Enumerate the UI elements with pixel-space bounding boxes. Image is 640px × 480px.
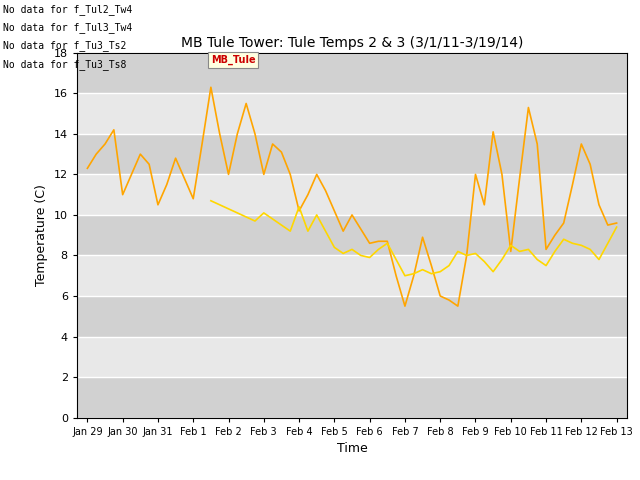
Tul2_Ts-8	[295, 204, 303, 210]
Tul2_Ts-8	[612, 224, 620, 230]
Tul2_Ts-8	[225, 206, 232, 212]
Tul2_Ts-8	[322, 228, 330, 234]
Y-axis label: Temperature (C): Temperature (C)	[35, 184, 48, 286]
Tul2_Ts-8	[366, 254, 374, 260]
Tul2_Ts-8	[304, 228, 312, 234]
Tul2_Ts-8	[357, 252, 365, 258]
Tul2_Ts-8	[401, 273, 409, 278]
Tul2_Ts-2	[419, 234, 426, 240]
Tul2_Ts-2	[207, 84, 214, 90]
Bar	[77, 296, 627, 336]
Legend: Tul2_Ts-2, Tul2_Ts-8: Tul2_Ts-2, Tul2_Ts-8	[250, 475, 454, 480]
Tul2_Ts-8	[251, 218, 259, 224]
Bar	[77, 134, 627, 174]
Line: Tul2_Ts-8: Tul2_Ts-8	[211, 201, 616, 276]
Tul2_Ts-8	[436, 269, 444, 275]
Tul2_Ts-8	[348, 247, 356, 252]
Tul2_Ts-8	[604, 240, 612, 246]
Tul2_Ts-8	[234, 210, 241, 216]
Text: MB_Tule: MB_Tule	[211, 55, 255, 65]
Tul2_Ts-8	[533, 257, 541, 263]
Tul2_Ts-8	[313, 212, 321, 218]
Tul2_Ts-2	[374, 239, 382, 244]
Tul2_Ts-8	[525, 247, 532, 252]
Tul2_Ts-8	[586, 247, 594, 252]
Tul2_Ts-8	[445, 263, 453, 268]
Tul2_Ts-2	[84, 166, 92, 171]
Title: MB Tule Tower: Tule Temps 2 & 3 (3/1/11-3/19/14): MB Tule Tower: Tule Temps 2 & 3 (3/1/11-…	[181, 36, 523, 50]
Tul2_Ts-8	[428, 271, 435, 276]
Tul2_Ts-8	[595, 257, 603, 263]
Tul2_Ts-8	[278, 222, 285, 228]
Tul2_Ts-8	[490, 269, 497, 275]
X-axis label: Time: Time	[337, 442, 367, 455]
Tul2_Ts-8	[419, 267, 426, 273]
Tul2_Ts-8	[383, 240, 391, 246]
Tul2_Ts-8	[374, 247, 382, 252]
Text: No data for f_Tu3_Ts8: No data for f_Tu3_Ts8	[3, 59, 127, 70]
Tul2_Ts-8	[463, 252, 470, 258]
Tul2_Ts-8	[507, 242, 515, 248]
Text: No data for f_Tul2_Tw4: No data for f_Tul2_Tw4	[3, 4, 132, 15]
Tul2_Ts-8	[542, 263, 550, 268]
Tul2_Ts-8	[410, 271, 417, 276]
Tul2_Ts-8	[207, 198, 214, 204]
Tul2_Ts-8	[392, 257, 400, 263]
Tul2_Ts-2	[560, 220, 568, 226]
Bar	[77, 215, 627, 255]
Text: No data for f_Tul3_Tw4: No data for f_Tul3_Tw4	[3, 22, 132, 33]
Tul2_Ts-8	[269, 216, 276, 222]
Tul2_Ts-2	[278, 149, 285, 155]
Tul2_Ts-8	[569, 240, 577, 246]
Tul2_Ts-8	[216, 202, 223, 208]
Tul2_Ts-2	[612, 220, 620, 226]
Tul2_Ts-8	[243, 214, 250, 220]
Tul2_Ts-8	[330, 244, 338, 250]
Tul2_Ts-8	[551, 249, 559, 254]
Tul2_Ts-8	[287, 228, 294, 234]
Tul2_Ts-8	[577, 242, 585, 248]
Tul2_Ts-8	[516, 249, 524, 254]
Tul2_Ts-8	[472, 251, 479, 256]
Tul2_Ts-8	[560, 236, 568, 242]
Tul2_Ts-2	[216, 131, 223, 137]
Bar	[77, 377, 627, 418]
Tul2_Ts-8	[498, 257, 506, 263]
Bar	[77, 53, 627, 93]
Tul2_Ts-2	[401, 303, 409, 309]
Tul2_Ts-8	[481, 259, 488, 264]
Tul2_Ts-2	[189, 196, 197, 202]
Line: Tul2_Ts-2: Tul2_Ts-2	[88, 87, 616, 306]
Tul2_Ts-8	[260, 210, 268, 216]
Tul2_Ts-8	[454, 249, 461, 254]
Text: No data for f_Tu3_Ts2: No data for f_Tu3_Ts2	[3, 40, 127, 51]
Tul2_Ts-8	[339, 251, 347, 256]
